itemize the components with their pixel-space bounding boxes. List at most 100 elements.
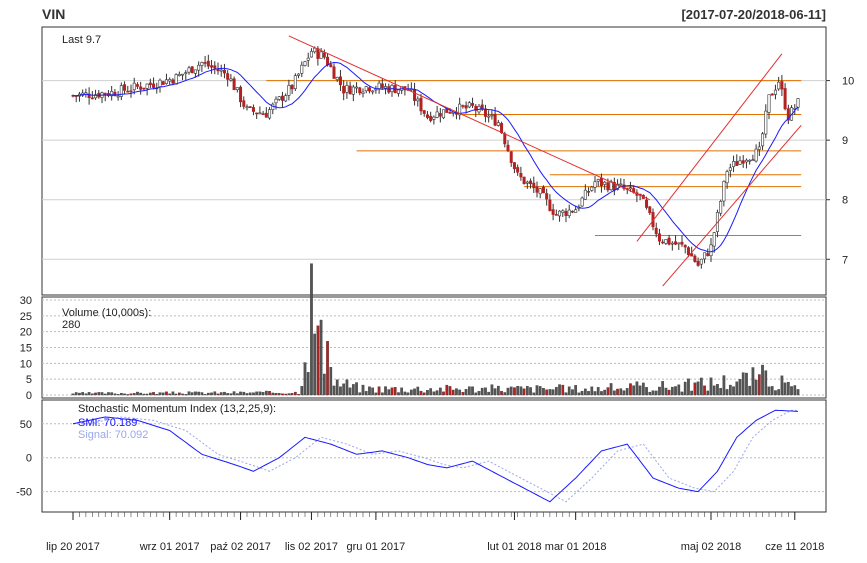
candle-body	[548, 199, 552, 211]
candle-body	[103, 92, 107, 95]
candle-body	[680, 241, 684, 245]
volume-bar	[525, 386, 529, 396]
candle-body	[300, 64, 304, 74]
candle-body	[606, 182, 610, 191]
volume-bar	[719, 388, 723, 396]
signal-line	[73, 409, 799, 503]
candle-body	[197, 64, 201, 71]
volume-bar	[361, 384, 365, 396]
volume-bar	[190, 392, 194, 396]
volume-bar	[490, 384, 494, 396]
candle-body	[274, 98, 278, 104]
volume-bar	[445, 384, 449, 396]
candle-body	[558, 210, 562, 217]
volume-bar	[716, 384, 719, 396]
volume-bar	[335, 379, 339, 396]
candle-body	[322, 52, 326, 58]
volume-bar	[632, 385, 636, 396]
volume-bar	[748, 385, 752, 396]
candle-body	[145, 83, 149, 89]
candle-body	[603, 181, 607, 185]
volume-bar	[664, 387, 668, 396]
candle-body	[425, 114, 429, 118]
volume-bar	[609, 383, 613, 396]
candle-body	[693, 255, 697, 262]
candle-body	[738, 160, 742, 165]
candle-body	[670, 242, 674, 245]
volume-bar	[480, 387, 484, 396]
candle-body	[129, 90, 133, 93]
volume-bar	[545, 389, 549, 396]
candle-body	[216, 69, 220, 72]
candle-body	[519, 172, 523, 178]
candle-body	[512, 162, 516, 170]
candle-body	[467, 102, 471, 108]
volume-bar	[413, 388, 416, 396]
volume-bar	[339, 386, 342, 396]
volume-bar	[310, 263, 313, 396]
volume-bar	[397, 392, 400, 396]
volume-bar	[590, 386, 594, 396]
volume-bar	[400, 387, 404, 396]
candle-body	[432, 116, 436, 120]
volume-bar	[97, 392, 101, 396]
candle-body	[522, 176, 526, 184]
volume-bar	[625, 388, 629, 396]
price-tick-label: 9	[842, 135, 848, 147]
candle-body	[503, 133, 507, 145]
volume-bar	[158, 392, 162, 396]
candle-body	[706, 253, 710, 257]
candle-body	[168, 79, 172, 82]
candle-body	[764, 110, 768, 135]
price-panel	[41, 26, 827, 296]
volume-bar	[735, 381, 739, 396]
volume-bar	[496, 385, 500, 396]
candle-body	[551, 209, 555, 215]
volume-bar	[687, 378, 690, 396]
volume-bar	[780, 375, 784, 396]
candle-body	[654, 227, 658, 235]
candle-body	[686, 247, 690, 256]
price-tick-label: 10	[842, 76, 854, 88]
volume-bar	[616, 388, 619, 396]
volume-bar	[500, 390, 503, 396]
volume-bar	[342, 383, 346, 396]
volume-bar	[319, 319, 323, 396]
volume-bar	[351, 384, 355, 396]
candle-body	[780, 81, 784, 90]
smi-value: SMI: 70.189	[78, 417, 137, 429]
volume-bar	[168, 393, 172, 396]
volume-bar	[464, 389, 468, 396]
candle-body	[616, 183, 620, 190]
volume-bar	[377, 386, 381, 396]
volume-bar	[213, 391, 217, 396]
candle-body	[661, 241, 665, 244]
candle-body	[142, 87, 146, 90]
volume-bar	[674, 386, 677, 396]
volume-bar	[754, 379, 758, 396]
volume-bar	[426, 390, 429, 396]
volume-bar	[529, 387, 532, 396]
candle-body	[696, 260, 700, 266]
smi-tick-label: 50	[20, 419, 32, 431]
volume-bar	[567, 386, 571, 396]
volume-bar	[793, 385, 797, 396]
volume-bar	[235, 393, 239, 396]
candle-body	[345, 85, 349, 93]
volume-bar	[438, 387, 442, 396]
candle-body	[232, 78, 236, 91]
candle-body	[529, 180, 533, 185]
candle-body	[258, 112, 262, 115]
candle-body	[171, 79, 175, 84]
candle-body	[319, 51, 323, 59]
volume-bar	[181, 393, 184, 396]
volume-bar	[78, 392, 81, 396]
volume-bar	[629, 383, 632, 396]
volume-bar	[84, 393, 88, 396]
price-tick-label: 7	[842, 254, 848, 266]
volume-bar	[680, 391, 684, 396]
x-tick-label: lut 01 2018	[487, 541, 541, 553]
candle-body	[384, 86, 388, 89]
candle-body	[599, 177, 603, 187]
volume-bar	[81, 392, 85, 396]
